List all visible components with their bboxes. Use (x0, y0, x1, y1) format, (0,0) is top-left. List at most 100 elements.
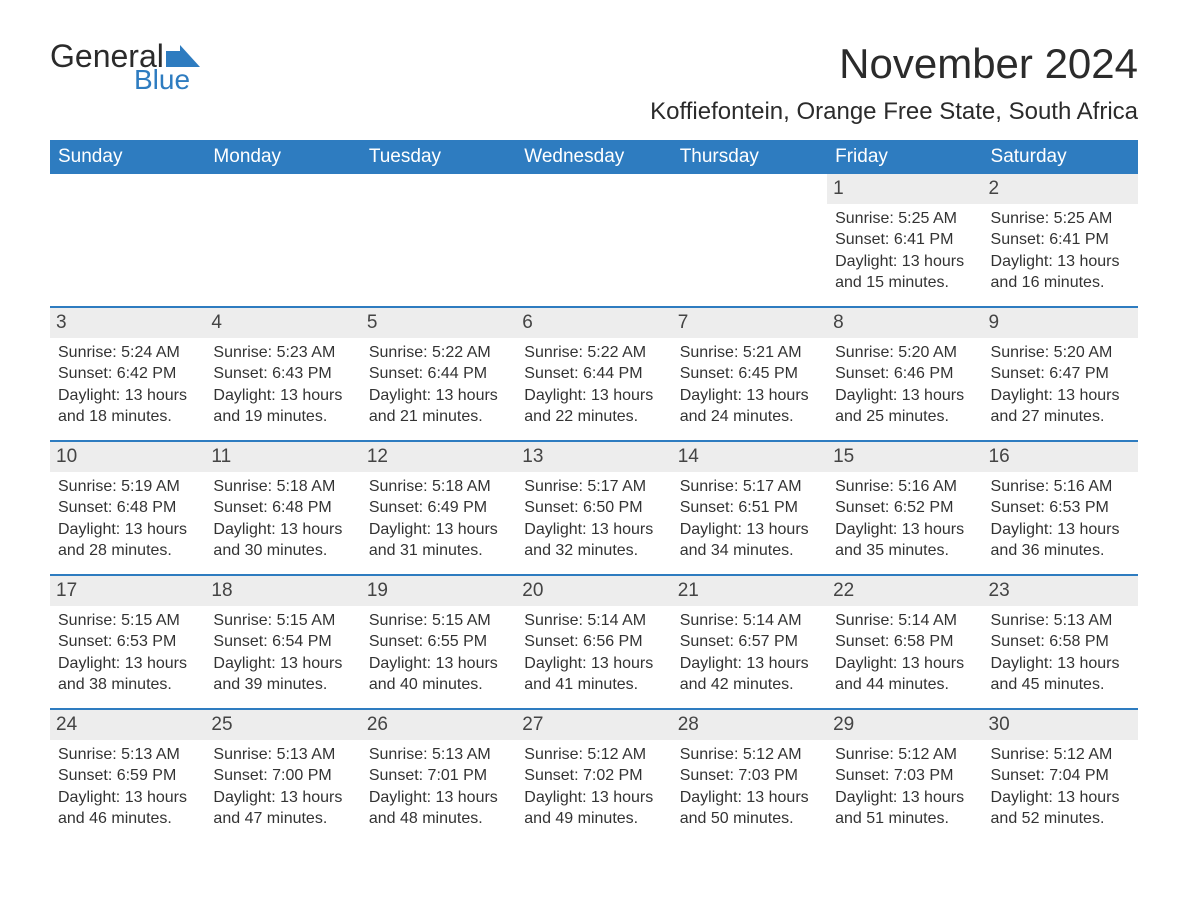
daylight2-text: and 48 minutes. (369, 808, 508, 830)
calendar-day: 7Sunrise: 5:21 AMSunset: 6:45 PMDaylight… (672, 308, 827, 440)
calendar: SundayMondayTuesdayWednesdayThursdayFrid… (50, 140, 1138, 842)
day-number: 8 (827, 308, 982, 338)
calendar-day: 25Sunrise: 5:13 AMSunset: 7:00 PMDayligh… (205, 710, 360, 842)
calendar-day: 3Sunrise: 5:24 AMSunset: 6:42 PMDaylight… (50, 308, 205, 440)
day-number: 25 (205, 710, 360, 740)
sunset-text: Sunset: 6:55 PM (369, 631, 508, 653)
brand-logo: General Blue (50, 40, 200, 94)
sunset-text: Sunset: 6:56 PM (524, 631, 663, 653)
daylight2-text: and 31 minutes. (369, 540, 508, 562)
sunset-text: Sunset: 6:53 PM (58, 631, 197, 653)
daylight2-text: and 27 minutes. (991, 406, 1130, 428)
daylight1-text: Daylight: 13 hours (524, 787, 663, 809)
day-number: 26 (361, 710, 516, 740)
daylight2-text: and 41 minutes. (524, 674, 663, 696)
sunrise-text: Sunrise: 5:18 AM (213, 476, 352, 498)
sunset-text: Sunset: 6:44 PM (524, 363, 663, 385)
daylight2-text: and 21 minutes. (369, 406, 508, 428)
sunrise-text: Sunrise: 5:15 AM (58, 610, 197, 632)
daylight2-text: and 34 minutes. (680, 540, 819, 562)
daylight1-text: Daylight: 13 hours (58, 653, 197, 675)
sunrise-text: Sunrise: 5:17 AM (680, 476, 819, 498)
sunrise-text: Sunrise: 5:22 AM (524, 342, 663, 364)
sunrise-text: Sunrise: 5:14 AM (680, 610, 819, 632)
day-number: 9 (983, 308, 1138, 338)
sunrise-text: Sunrise: 5:16 AM (991, 476, 1130, 498)
calendar-week: 3Sunrise: 5:24 AMSunset: 6:42 PMDaylight… (50, 306, 1138, 440)
day-number: 17 (50, 576, 205, 606)
sunrise-text: Sunrise: 5:25 AM (835, 208, 974, 230)
daylight2-text: and 35 minutes. (835, 540, 974, 562)
sunset-text: Sunset: 6:48 PM (58, 497, 197, 519)
sunset-text: Sunset: 6:43 PM (213, 363, 352, 385)
daylight2-text: and 38 minutes. (58, 674, 197, 696)
day-number: 10 (50, 442, 205, 472)
daylight1-text: Daylight: 13 hours (991, 519, 1130, 541)
sunrise-text: Sunrise: 5:20 AM (835, 342, 974, 364)
daylight1-text: Daylight: 13 hours (524, 519, 663, 541)
calendar-day: 9Sunrise: 5:20 AMSunset: 6:47 PMDaylight… (983, 308, 1138, 440)
daylight2-text: and 30 minutes. (213, 540, 352, 562)
calendar-week: 24Sunrise: 5:13 AMSunset: 6:59 PMDayligh… (50, 708, 1138, 842)
calendar-day: 30Sunrise: 5:12 AMSunset: 7:04 PMDayligh… (983, 710, 1138, 842)
daylight2-text: and 42 minutes. (680, 674, 819, 696)
sunrise-text: Sunrise: 5:20 AM (991, 342, 1130, 364)
daylight1-text: Daylight: 13 hours (58, 519, 197, 541)
day-number: 5 (361, 308, 516, 338)
calendar-day: 14Sunrise: 5:17 AMSunset: 6:51 PMDayligh… (672, 442, 827, 574)
calendar-week: 17Sunrise: 5:15 AMSunset: 6:53 PMDayligh… (50, 574, 1138, 708)
daylight2-text: and 18 minutes. (58, 406, 197, 428)
sunrise-text: Sunrise: 5:12 AM (680, 744, 819, 766)
sunset-text: Sunset: 6:41 PM (835, 229, 974, 251)
daylight1-text: Daylight: 13 hours (835, 653, 974, 675)
sunset-text: Sunset: 6:59 PM (58, 765, 197, 787)
daylight1-text: Daylight: 13 hours (991, 251, 1130, 273)
weekday-header: Wednesday (516, 140, 671, 174)
sunset-text: Sunset: 6:54 PM (213, 631, 352, 653)
calendar-day: 29Sunrise: 5:12 AMSunset: 7:03 PMDayligh… (827, 710, 982, 842)
calendar-day: 10 Sunrise: 5:19 AMSunset: 6:48 PMDayligh… (50, 442, 205, 574)
calendar-day (672, 174, 827, 306)
daylight1-text: Daylight: 13 hours (369, 519, 508, 541)
calendar-day: 17 Sunrise: 5:15 AMSunset: 6:53 PMDayligh… (50, 576, 205, 708)
calendar-day: 1Sunrise: 5:25 AMSunset: 6:41 PMDaylight… (827, 174, 982, 306)
sunrise-text: Sunrise: 5:13 AM (213, 744, 352, 766)
sunrise-text: Sunrise: 5:24 AM (58, 342, 197, 364)
sunset-text: Sunset: 6:45 PM (680, 363, 819, 385)
daylight1-text: Daylight: 13 hours (524, 653, 663, 675)
sunset-text: Sunset: 7:04 PM (991, 765, 1130, 787)
calendar-day (516, 174, 671, 306)
sunrise-text: Sunrise: 5:19 AM (58, 476, 197, 498)
weekday-header: Sunday (50, 140, 205, 174)
sunset-text: Sunset: 7:03 PM (680, 765, 819, 787)
sunrise-text: Sunrise: 5:14 AM (524, 610, 663, 632)
daylight1-text: Daylight: 13 hours (213, 385, 352, 407)
calendar-day: 4Sunrise: 5:23 AMSunset: 6:43 PMDaylight… (205, 308, 360, 440)
weekday-header: Friday (827, 140, 982, 174)
day-number: 20 (516, 576, 671, 606)
sunrise-text: Sunrise: 5:18 AM (369, 476, 508, 498)
location-subtitle: Koffiefontein, Orange Free State, South … (50, 98, 1138, 126)
daylight2-text: and 40 minutes. (369, 674, 508, 696)
day-number: 6 (516, 308, 671, 338)
day-number: 28 (672, 710, 827, 740)
daylight2-text: and 50 minutes. (680, 808, 819, 830)
sunset-text: Sunset: 6:57 PM (680, 631, 819, 653)
day-number: 22 (827, 576, 982, 606)
daylight1-text: Daylight: 13 hours (991, 385, 1130, 407)
daylight2-text: and 28 minutes. (58, 540, 197, 562)
calendar-day: 21Sunrise: 5:14 AMSunset: 6:57 PMDayligh… (672, 576, 827, 708)
daylight2-text: and 36 minutes. (991, 540, 1130, 562)
daylight2-text: and 51 minutes. (835, 808, 974, 830)
day-number: 21 (672, 576, 827, 606)
day-number: 1 (827, 174, 982, 204)
daylight2-text: and 24 minutes. (680, 406, 819, 428)
sunset-text: Sunset: 6:50 PM (524, 497, 663, 519)
daylight2-text: and 25 minutes. (835, 406, 974, 428)
daylight2-text: and 47 minutes. (213, 808, 352, 830)
day-number: 13 (516, 442, 671, 472)
calendar-day (50, 174, 205, 306)
daylight1-text: Daylight: 13 hours (213, 653, 352, 675)
weekday-header: Monday (205, 140, 360, 174)
calendar-day: 13Sunrise: 5:17 AMSunset: 6:50 PMDayligh… (516, 442, 671, 574)
